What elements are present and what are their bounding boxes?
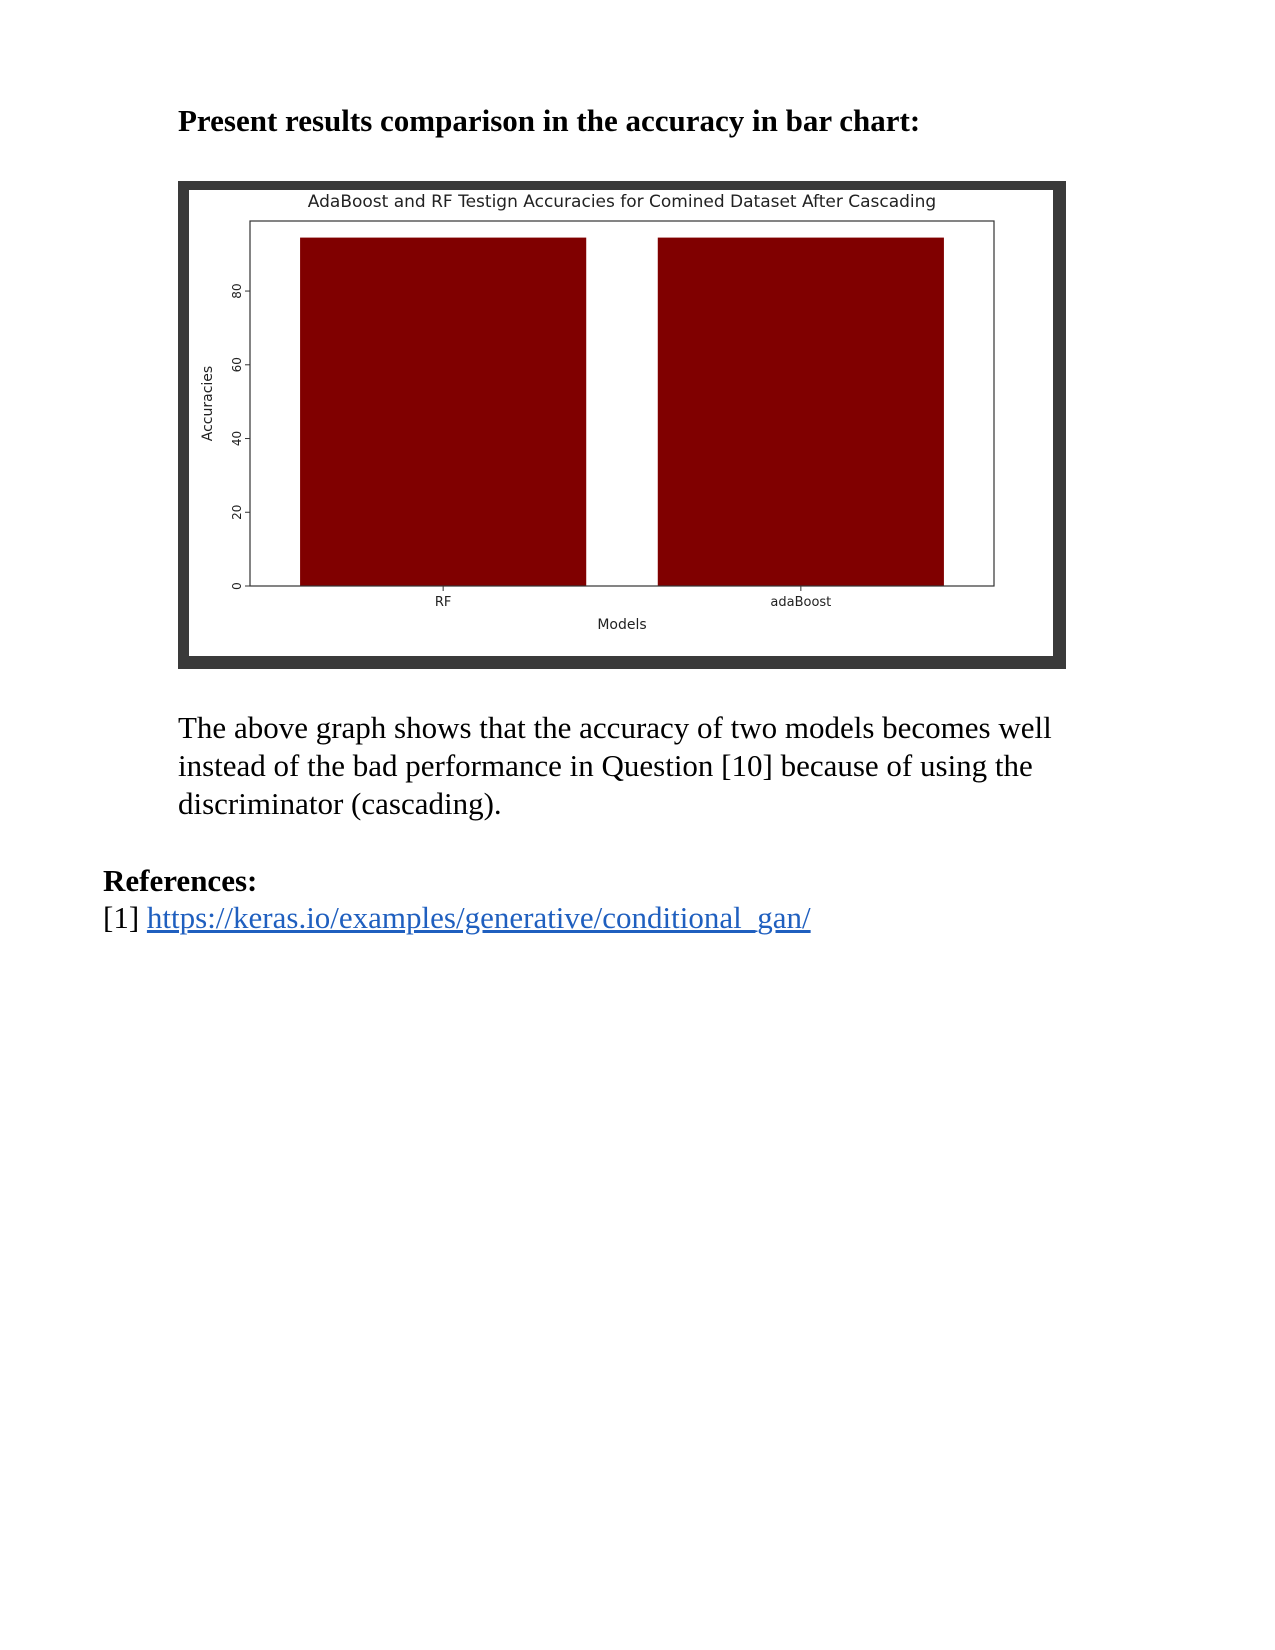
bar-adaboost [657, 237, 944, 586]
reference-link[interactable]: https://keras.io/examples/generative/con… [146, 900, 811, 935]
x-tick-label: adaBoost [770, 595, 831, 610]
y-tick-label: 0 [230, 582, 244, 590]
chart-figure: AdaBoost and RF Testign Accuracies for C… [178, 181, 1066, 669]
reference-marker: [1] [103, 900, 140, 935]
x-tick-label: RF [435, 595, 452, 610]
x-axis-label: Models [597, 617, 646, 633]
bars-group [300, 237, 944, 586]
x-axis: RF adaBoost [435, 586, 831, 610]
chart-title: AdaBoost and RF Testign Accuracies for C… [308, 192, 936, 212]
y-tick-label: 60 [230, 357, 244, 372]
y-tick-label: 40 [230, 431, 244, 446]
y-axis-label: Accuracies [200, 366, 216, 441]
y-axis: 0 20 40 60 80 [230, 283, 250, 590]
body-paragraph: The above graph shows that the accuracy … [178, 710, 1052, 821]
bar-rf [300, 237, 587, 586]
references-heading: References: [103, 863, 258, 898]
y-tick-label: 20 [230, 505, 244, 520]
reference-item: [1] https://keras.io/examples/generative… [103, 900, 811, 936]
y-tick-label: 80 [230, 283, 244, 298]
section-heading: Present results comparison in the accura… [178, 103, 921, 138]
bar-chart: AdaBoost and RF Testign Accuracies for C… [200, 192, 995, 633]
plot-frame [249, 220, 995, 587]
